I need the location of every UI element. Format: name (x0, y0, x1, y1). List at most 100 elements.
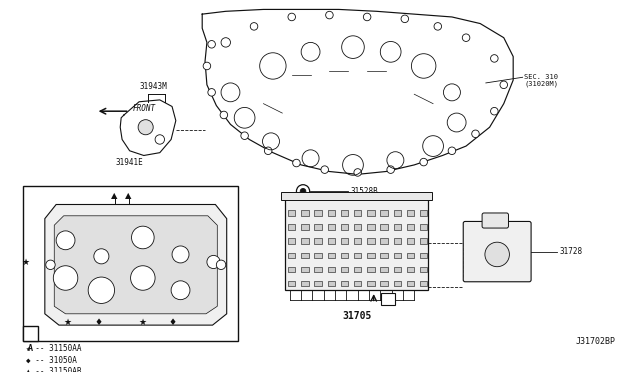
Bar (406, 253, 414, 258)
Circle shape (53, 266, 78, 290)
Text: ▲: ▲ (111, 192, 118, 201)
Circle shape (387, 166, 394, 173)
Bar (406, 224, 414, 230)
Bar (328, 281, 335, 286)
Text: 31943M: 31943M (140, 82, 167, 91)
Bar (420, 281, 428, 286)
Bar (328, 267, 335, 272)
Bar (394, 238, 401, 244)
Text: 31728: 31728 (559, 247, 582, 256)
FancyBboxPatch shape (482, 213, 508, 228)
Circle shape (354, 169, 362, 176)
Bar (420, 253, 428, 258)
Bar (314, 281, 322, 286)
Circle shape (434, 23, 442, 30)
Bar (380, 238, 388, 244)
Circle shape (250, 23, 258, 30)
Circle shape (46, 260, 55, 270)
Bar (314, 267, 322, 272)
Bar (328, 238, 335, 244)
Bar (354, 267, 362, 272)
Circle shape (420, 158, 428, 166)
Circle shape (138, 120, 153, 135)
Text: ▲: ▲ (125, 192, 132, 201)
Circle shape (472, 130, 479, 138)
Circle shape (132, 226, 154, 249)
Bar (394, 281, 401, 286)
Circle shape (88, 277, 115, 304)
Bar (394, 253, 401, 258)
Text: ▲ -- 31150AB: ▲ -- 31150AB (26, 367, 81, 372)
Bar (354, 281, 362, 286)
Bar (340, 224, 348, 230)
Bar (23, 326, 38, 341)
Bar (282, 192, 432, 200)
Bar (380, 210, 388, 216)
Circle shape (448, 147, 456, 154)
Bar (406, 210, 414, 216)
Circle shape (207, 256, 220, 269)
Bar (340, 253, 348, 258)
Bar (328, 253, 335, 258)
Bar (367, 210, 374, 216)
Text: SEC. 310
(31020M): SEC. 310 (31020M) (525, 74, 559, 87)
Bar (301, 253, 308, 258)
Text: ★: ★ (63, 318, 72, 327)
Polygon shape (54, 216, 218, 314)
Bar (340, 210, 348, 216)
Circle shape (241, 132, 248, 140)
Bar (380, 267, 388, 272)
Bar (381, 293, 396, 305)
Text: A: A (386, 295, 390, 304)
Circle shape (292, 159, 300, 167)
Text: 31941E: 31941E (116, 158, 143, 167)
Bar (301, 224, 308, 230)
Bar (340, 267, 348, 272)
Bar (288, 281, 296, 286)
Bar (288, 224, 296, 230)
Circle shape (300, 189, 306, 194)
Circle shape (216, 260, 226, 270)
Circle shape (491, 108, 498, 115)
Bar (420, 267, 428, 272)
Bar (420, 238, 428, 244)
Circle shape (500, 81, 508, 89)
Bar (314, 224, 322, 230)
Bar (380, 253, 388, 258)
Text: ★: ★ (22, 257, 30, 266)
Text: A: A (28, 344, 33, 353)
Circle shape (401, 15, 408, 23)
Circle shape (208, 89, 216, 96)
Bar (380, 224, 388, 230)
Circle shape (171, 281, 190, 300)
FancyBboxPatch shape (463, 221, 531, 282)
Circle shape (208, 41, 216, 48)
Bar (288, 267, 296, 272)
Bar (394, 210, 401, 216)
Bar (367, 238, 374, 244)
Bar (380, 281, 388, 286)
Bar (328, 210, 335, 216)
Text: ♦: ♦ (168, 318, 176, 327)
Bar (288, 253, 296, 258)
Circle shape (131, 266, 155, 290)
Bar (314, 253, 322, 258)
Circle shape (220, 111, 228, 119)
Circle shape (56, 231, 75, 250)
Circle shape (326, 11, 333, 19)
Bar (301, 210, 308, 216)
Bar (367, 253, 374, 258)
Text: 31528B: 31528B (350, 187, 378, 196)
Text: ★: ★ (139, 318, 147, 327)
Bar (340, 281, 348, 286)
Text: FRONT: FRONT (132, 104, 156, 113)
Bar (354, 253, 362, 258)
Bar (23, 186, 238, 341)
Bar (367, 267, 374, 272)
Text: ♦: ♦ (95, 318, 102, 327)
Bar (354, 210, 362, 216)
Bar (301, 281, 308, 286)
Text: 31705: 31705 (342, 311, 371, 321)
Bar (406, 281, 414, 286)
Circle shape (485, 242, 509, 267)
